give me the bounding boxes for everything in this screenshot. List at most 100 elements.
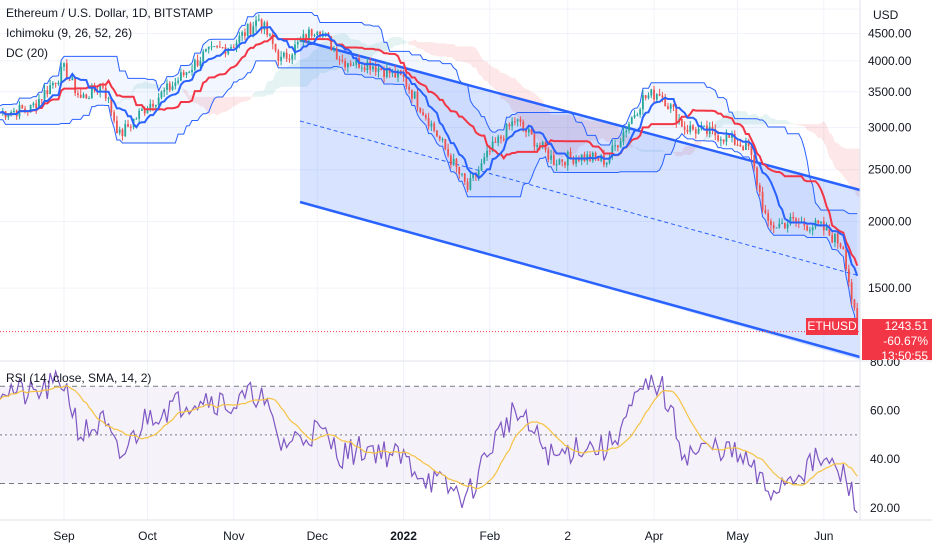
candle-body xyxy=(366,61,369,71)
cloud-segment xyxy=(495,68,499,92)
candle-body xyxy=(191,69,193,73)
cloud-segment xyxy=(712,122,716,136)
candle-body xyxy=(344,60,347,68)
currency-label[interactable]: USD xyxy=(873,8,899,22)
candle-body xyxy=(736,144,739,146)
cloud-segment xyxy=(578,116,582,148)
candle-body xyxy=(291,54,294,60)
candle-body xyxy=(614,145,616,147)
candle-body xyxy=(717,135,719,141)
candle-body xyxy=(405,76,408,87)
cloud-segment xyxy=(573,116,577,154)
cloud-segment xyxy=(320,41,323,74)
candle-body xyxy=(341,60,344,62)
cloud-segment xyxy=(745,111,749,125)
candle-body xyxy=(416,91,419,108)
candle-body xyxy=(667,106,669,109)
cloud-segment xyxy=(311,50,315,81)
time-tick-label: Sep xyxy=(53,529,75,543)
cloud-segment xyxy=(392,36,396,48)
candle-body xyxy=(611,145,614,158)
regression-channel xyxy=(299,38,861,360)
candle-body xyxy=(129,126,132,128)
cloud-segment xyxy=(690,143,694,155)
candle-body xyxy=(372,66,374,70)
cloud-segment xyxy=(175,88,179,89)
candle-body xyxy=(196,59,199,66)
candle-body xyxy=(121,129,124,137)
candle-body xyxy=(308,29,310,41)
candle-body xyxy=(847,269,850,283)
candle-body xyxy=(775,227,778,229)
cloud-segment xyxy=(125,97,129,100)
candle-body xyxy=(232,47,235,49)
candle-body xyxy=(516,119,519,122)
candle-body xyxy=(449,155,452,165)
candle-body xyxy=(438,136,441,140)
candle-body xyxy=(227,48,230,54)
cloud-segment xyxy=(450,44,454,59)
cloud-segment xyxy=(562,114,565,159)
cloud-segment xyxy=(484,61,488,81)
candle-body xyxy=(792,216,795,219)
candle-body xyxy=(744,140,747,150)
cloud-segment xyxy=(790,123,794,125)
countdown-tag: 13:50:55 xyxy=(862,349,932,360)
candle-body xyxy=(316,31,319,36)
price-tick-label: 4000.00 xyxy=(868,54,912,68)
candle-body xyxy=(661,95,664,98)
time-tick-label: May xyxy=(726,529,749,543)
candle-body xyxy=(541,142,544,147)
candle-body xyxy=(383,69,385,77)
cloud-segment xyxy=(773,118,777,125)
candle-body xyxy=(731,133,733,138)
time-tick-label: 2022 xyxy=(390,529,417,543)
price-tick-label: 1500.00 xyxy=(868,281,912,295)
candle-body xyxy=(433,123,436,131)
candle-body xyxy=(166,83,168,90)
candle-body xyxy=(54,82,57,85)
candle-body xyxy=(35,103,38,109)
cloud-segment xyxy=(848,148,852,189)
cloud-segment xyxy=(498,69,501,99)
cloud-segment xyxy=(459,46,463,62)
cloud-segment xyxy=(442,43,446,57)
cloud-segment xyxy=(807,124,810,132)
candle-body xyxy=(463,173,466,182)
candle-body xyxy=(7,115,10,118)
candle-body xyxy=(714,129,717,136)
candle-body xyxy=(809,230,811,232)
rsi-tick-label: 40.00 xyxy=(870,452,900,466)
cloud-segment xyxy=(718,119,721,128)
cloud-segment xyxy=(784,120,788,125)
cloud-segment xyxy=(846,148,849,184)
cloud-segment xyxy=(779,120,783,125)
candle-body xyxy=(608,157,611,163)
candle-body xyxy=(519,119,522,122)
rsi-legend[interactable]: RSI (14, close, SMA, 14, 2) xyxy=(6,371,152,385)
cloud-segment xyxy=(300,58,304,87)
candle-body xyxy=(74,77,77,94)
cloud-segment xyxy=(687,146,691,155)
candle-body xyxy=(49,85,51,95)
candle-body xyxy=(480,163,483,171)
donchian-legend[interactable]: DC (20) xyxy=(6,46,49,60)
cloud-segment xyxy=(770,118,774,125)
channel-mid-line xyxy=(299,120,861,277)
cloud-segment xyxy=(403,40,407,45)
cloud-segment xyxy=(420,42,424,50)
candle-body xyxy=(182,72,185,75)
candle-body xyxy=(216,46,218,48)
candle-body xyxy=(636,114,639,116)
candle-body xyxy=(502,138,505,141)
candle-body xyxy=(85,94,88,99)
candle-body xyxy=(664,97,667,107)
cloud-segment xyxy=(726,112,730,125)
time-tick-label: Feb xyxy=(479,529,500,543)
candle-body xyxy=(786,223,789,229)
candle-body xyxy=(333,49,335,51)
cloud-segment xyxy=(269,80,273,95)
cloud-segment xyxy=(740,111,744,125)
ichimoku-legend[interactable]: Ichimoku (9, 26, 52, 26) xyxy=(6,26,133,40)
